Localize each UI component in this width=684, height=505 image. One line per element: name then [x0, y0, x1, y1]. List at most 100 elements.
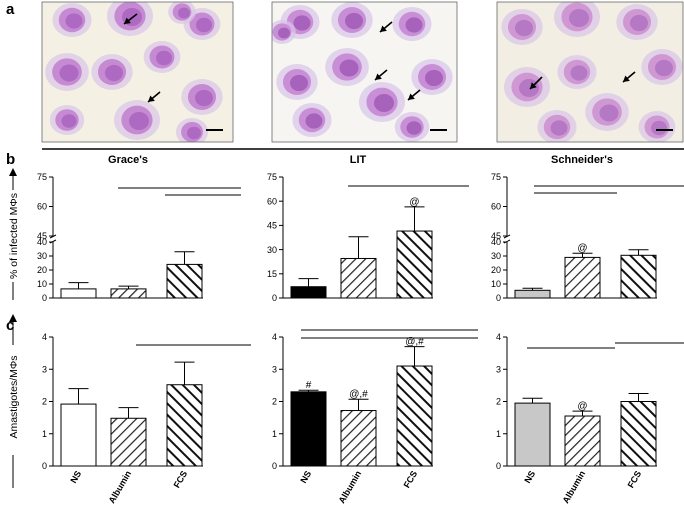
- y-tick-label: 60: [37, 202, 47, 212]
- y-tick-label: 0: [272, 461, 277, 471]
- macrophage-nucleus: [187, 126, 201, 140]
- macrophage-nucleus: [178, 7, 190, 19]
- bar-fcs: [620, 401, 657, 467]
- y-tick-label: 45: [491, 231, 501, 241]
- chart-title: LIT: [350, 154, 367, 166]
- panel-label-a: a: [6, 1, 15, 18]
- macrophage-nucleus: [651, 120, 667, 136]
- micrograph-schneiders: [496, 1, 684, 143]
- y-tick-label: 60: [491, 202, 501, 212]
- y-tick-label: 4: [496, 332, 501, 342]
- macrophage-nucleus: [550, 120, 568, 136]
- y-tick-label: 4: [272, 332, 277, 342]
- y-tick-label: 1: [496, 429, 501, 439]
- y-tick-label: 4: [42, 332, 47, 342]
- macrophage-nucleus: [599, 104, 619, 122]
- macrophage-nucleus: [570, 65, 588, 81]
- arrowhead-icon: [623, 75, 630, 82]
- macrophage-nucleus: [339, 59, 359, 77]
- micrograph-graces: [41, 1, 234, 143]
- y-tick-label: 1: [272, 429, 277, 439]
- bar-albumin: [340, 257, 377, 299]
- y-tick-label: 10: [37, 279, 47, 289]
- micrograph-graces-border: [41, 1, 234, 143]
- significance-annotation: @,#: [349, 389, 368, 400]
- significance-annotation: @: [577, 243, 587, 254]
- macrophage-nucleus: [345, 12, 363, 30]
- y-tick-label: 75: [267, 172, 277, 182]
- arrowhead-icon: [375, 73, 382, 80]
- charts-group: Grace's010203040456075LIT01530456075@Sch…: [37, 154, 684, 505]
- y-tick-label: 15: [267, 269, 277, 279]
- micrograph-graces-cells: [45, 2, 223, 142]
- macrophage-nucleus: [195, 89, 213, 107]
- macrophage-nucleus: [196, 17, 212, 33]
- chart-c-lit: 0 1 2 3 4 # NS @,# Albumin @,# FCS: [272, 329, 478, 505]
- x-tick-label: FCS: [402, 469, 420, 490]
- bar-fcs: [166, 384, 203, 467]
- x-tick-label: FCS: [172, 469, 190, 490]
- y-tick-label: 20: [37, 265, 47, 275]
- chart-b-lit: LIT 0 15 30 45 60 75 @: [267, 154, 469, 303]
- panel-label-c: c: [6, 317, 14, 334]
- bar-fcs: [166, 263, 203, 299]
- chart-c-schneiders: 0 1 2 3 4 NS @ Albumin FCS: [496, 332, 684, 505]
- y-tick-label: 1: [42, 429, 47, 439]
- y-tick-label: 0: [496, 461, 501, 471]
- y-tick-label: 3: [42, 364, 47, 374]
- macrophage-nucleus: [569, 9, 589, 27]
- bar-albumin: [564, 415, 601, 467]
- bar-ns: [514, 402, 551, 467]
- y-tick-label: 30: [491, 251, 501, 261]
- micrograph-lit-border: [271, 1, 458, 143]
- macrophage-nucleus: [278, 27, 290, 39]
- y-tick-label: 60: [267, 196, 277, 206]
- micrograph-lit: [271, 1, 458, 143]
- significance-annotation: @,#: [405, 337, 424, 348]
- macrophage-nucleus: [406, 121, 422, 135]
- significance-annotation: @: [409, 197, 419, 208]
- y-tick-label: 0: [42, 293, 47, 303]
- x-tick-label: Albumin: [107, 469, 134, 505]
- y-tick-label: 45: [267, 221, 277, 231]
- b-ylabel: % of infected MΦs: [8, 193, 20, 279]
- arrowhead-icon: [124, 17, 131, 24]
- chart-title: Schneider's: [551, 154, 613, 166]
- macrophage-nucleus: [156, 50, 172, 66]
- c-ylabel-arrow-icon: [9, 314, 17, 322]
- x-tick-label: Albumin: [561, 469, 588, 505]
- macrophage-nucleus: [59, 64, 79, 82]
- y-tick-label: 0: [496, 293, 501, 303]
- y-tick-label: 2: [496, 397, 501, 407]
- y-tick-label: 10: [491, 279, 501, 289]
- bar-albumin: [110, 417, 147, 467]
- bar-ns: [60, 288, 97, 299]
- y-tick-label: 45: [37, 231, 47, 241]
- micrograph-schneiders-cells: [501, 2, 683, 142]
- macrophage-nucleus: [65, 13, 83, 29]
- y-tick-label: 40: [37, 237, 47, 247]
- macrophage-nucleus: [61, 114, 77, 128]
- arrowhead-icon: [148, 95, 155, 102]
- x-tick-label: Albumin: [337, 469, 364, 505]
- macrophage-nucleus: [519, 79, 539, 97]
- bar-albumin: [110, 288, 147, 299]
- y-tick-label: 75: [37, 172, 47, 182]
- bar-ns: [290, 391, 327, 467]
- y-tick-label: 3: [272, 364, 277, 374]
- bar-fcs: [396, 230, 433, 299]
- significance-annotation: @: [577, 401, 587, 412]
- bar-fcs: [396, 365, 433, 467]
- y-tick-label: 3: [496, 364, 501, 374]
- y-tick-label: 75: [491, 172, 501, 182]
- macrophage-nucleus: [425, 69, 443, 87]
- panel-label-b: b: [6, 151, 15, 168]
- b-ylabel-group: % of infected MΦs: [8, 168, 20, 300]
- macrophage-nucleus: [374, 94, 394, 112]
- bar-albumin: [564, 256, 601, 299]
- micrograph-lit-cells: [272, 2, 453, 142]
- c-ylabel: Amastigotes/MΦs: [8, 355, 20, 438]
